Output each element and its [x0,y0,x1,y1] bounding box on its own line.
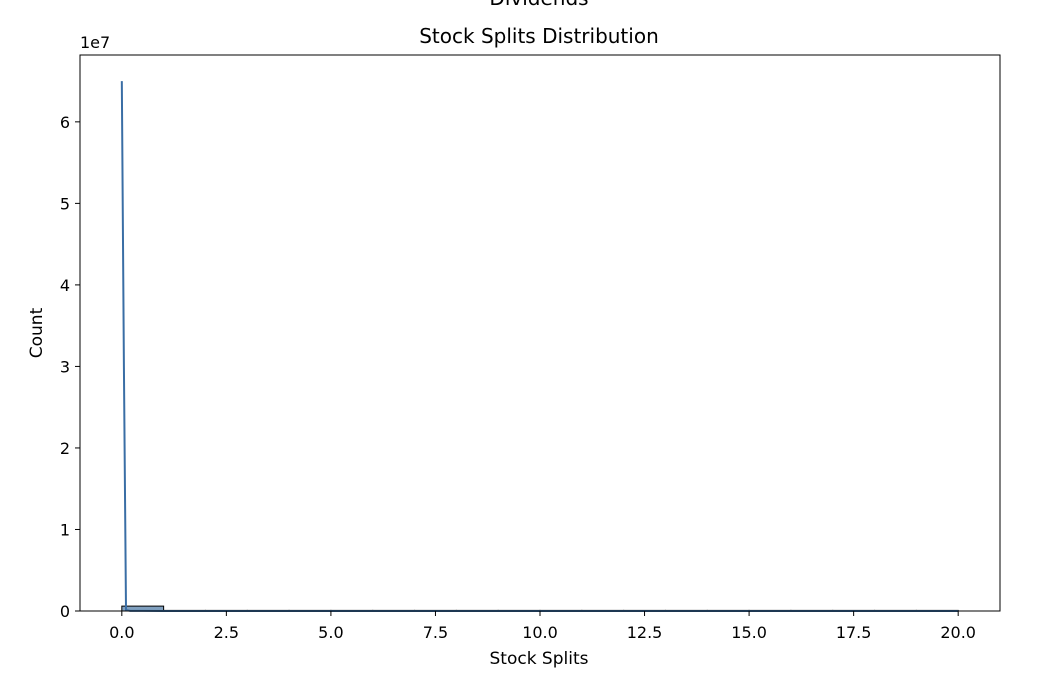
y-tick-label: 2 [60,439,70,458]
x-tick-label: 7.5 [423,623,448,642]
x-axis-label: Stock Splits [489,649,588,669]
kde-line [120,81,959,612]
x-axis-ticks: 0.0 2.5 5.0 7.5 10.0 12.5 15.0 17.5 20.0 [109,611,976,642]
x-tick-label: 10.0 [522,623,558,642]
previous-chart-title-cut: Dividends [489,0,588,10]
y-axis-label: Count [27,307,47,358]
x-tick-label: 0.0 [109,623,134,642]
y-tick-label: 4 [60,276,70,295]
x-tick-label: 2.5 [214,623,239,642]
y-axis-ticks: 0 1 2 3 4 5 6 [60,113,80,621]
x-tick-label: 5.0 [318,623,343,642]
x-tick-label: 15.0 [731,623,767,642]
y-tick-label: 5 [60,194,70,213]
x-tick-label: 20.0 [940,623,976,642]
chart-title: Stock Splits Distribution [419,24,659,48]
y-offset-label: 1e7 [80,33,110,52]
kde-curve [120,81,959,612]
y-tick-label: 0 [60,602,70,621]
y-tick-label: 6 [60,113,70,132]
y-tick-label: 3 [60,357,70,376]
x-tick-label: 12.5 [627,623,663,642]
y-tick-label: 1 [60,520,70,539]
x-tick-label: 17.5 [836,623,872,642]
plot-frame [79,54,1001,612]
